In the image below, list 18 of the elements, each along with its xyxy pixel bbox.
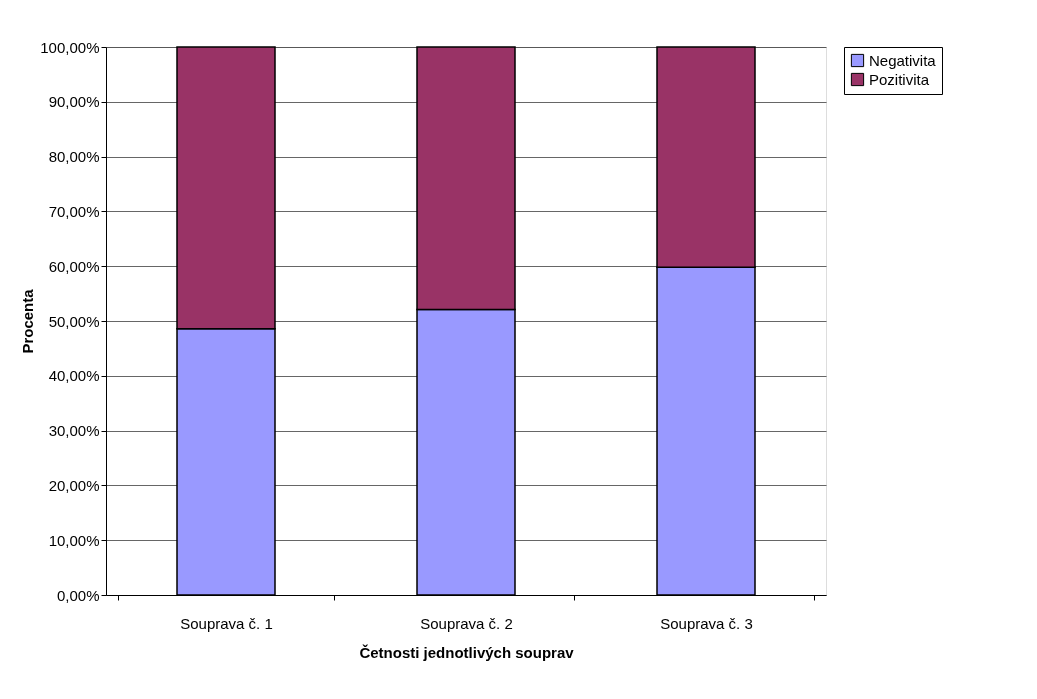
- y-tick-label: 30,00%: [48, 422, 100, 440]
- y-tick-label: 80,00%: [48, 148, 100, 166]
- legend-label: Negativita: [869, 51, 937, 69]
- x-axis-title: Četnosti jednotlivých souprav: [359, 643, 575, 661]
- y-tick-label: 60,00%: [48, 257, 100, 275]
- legend-label: Pozitivita: [869, 70, 930, 88]
- y-tick-label: 70,00%: [48, 202, 100, 220]
- x-tick-label: Souprava č. 3: [660, 614, 753, 632]
- y-tick-label: 20,00%: [48, 476, 100, 494]
- y-tick-label: 10,00%: [48, 531, 100, 549]
- y-tick-label: 90,00%: [48, 93, 100, 111]
- y-tick-label: 0,00%: [56, 586, 100, 604]
- y-axis-title: Procenta: [19, 288, 37, 354]
- x-tick-label: Souprava č. 1: [180, 614, 273, 632]
- y-tick-label: 50,00%: [48, 312, 100, 330]
- y-tick-label: 40,00%: [48, 367, 100, 385]
- y-tick-label: 100,00%: [40, 38, 100, 56]
- x-tick-label: Souprava č. 2: [420, 614, 513, 632]
